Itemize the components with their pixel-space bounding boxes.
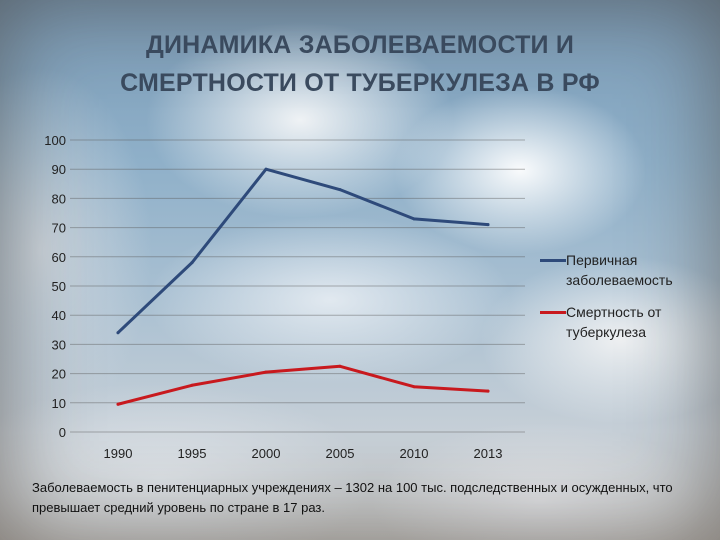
legend-swatch-mortality bbox=[540, 311, 566, 314]
data-point-mortality bbox=[486, 389, 490, 393]
y-tick-label: 50 bbox=[52, 279, 66, 294]
data-point-incidence bbox=[338, 188, 342, 192]
y-tick-label: 0 bbox=[59, 425, 66, 440]
data-point-mortality bbox=[264, 370, 268, 374]
legend-label-incidence-line-2: заболеваемость bbox=[566, 272, 673, 288]
data-point-incidence bbox=[116, 331, 120, 335]
data-point-incidence bbox=[264, 167, 268, 171]
y-tick-label: 20 bbox=[52, 367, 66, 382]
x-tick-label: 2005 bbox=[326, 446, 355, 461]
title-line-2: СМЕРТНОСТИ ОТ ТУБЕРКУЛЕЗА В РФ bbox=[120, 69, 600, 97]
legend-label-mortality-line-2: туберкулеза bbox=[566, 324, 646, 340]
chart-series bbox=[116, 167, 490, 406]
legend-label-incidence: Первичная заболеваемость bbox=[566, 250, 706, 290]
data-point-mortality bbox=[412, 385, 416, 389]
series-line-mortality bbox=[116, 364, 490, 406]
y-tick-label: 90 bbox=[52, 162, 66, 177]
title-line-1: ДИНАМИКА ЗАБОЛЕВАЕМОСТИ И bbox=[145, 31, 575, 59]
x-tick-label: 2000 bbox=[252, 446, 281, 461]
y-tick-label: 30 bbox=[52, 337, 66, 352]
data-point-incidence bbox=[190, 261, 194, 265]
data-point-incidence bbox=[486, 223, 490, 227]
chart-grid bbox=[70, 139, 525, 433]
y-tick-label: 100 bbox=[44, 133, 66, 148]
y-tick-label: 70 bbox=[52, 221, 66, 236]
y-tick-label: 80 bbox=[52, 191, 66, 206]
x-tick-label: 1995 bbox=[178, 446, 207, 461]
x-axis-ticks: 1990 1995 2000 2005 2010 2013 bbox=[104, 446, 503, 461]
legend-label-mortality-line-1: Смертность от bbox=[566, 304, 662, 320]
x-tick-label: 2010 bbox=[400, 446, 429, 461]
y-axis-ticks: 0 10 20 30 40 50 60 70 80 90 100 bbox=[44, 133, 66, 440]
y-tick-label: 40 bbox=[52, 308, 66, 323]
legend-label-incidence-line-1: Первичная bbox=[566, 252, 638, 268]
x-tick-label: 1990 bbox=[104, 446, 133, 461]
slide-title: ДИНАМИКА ЗАБОЛЕВАЕМОСТИ И СМЕРТНОСТИ ОТ … bbox=[0, 26, 720, 102]
legend-label-mortality: Смертность от туберкулеза bbox=[566, 302, 706, 342]
data-point-mortality bbox=[190, 383, 194, 387]
series-line-incidence bbox=[116, 167, 490, 335]
y-tick-label: 60 bbox=[52, 250, 66, 265]
footnote-text: Заболеваемость в пенитенциарных учрежден… bbox=[32, 480, 673, 515]
data-point-mortality bbox=[338, 364, 342, 368]
data-point-mortality bbox=[116, 402, 120, 406]
x-tick-label: 2013 bbox=[474, 446, 503, 461]
y-tick-label: 10 bbox=[52, 396, 66, 411]
data-point-incidence bbox=[412, 217, 416, 221]
legend-swatch-incidence bbox=[540, 259, 566, 262]
